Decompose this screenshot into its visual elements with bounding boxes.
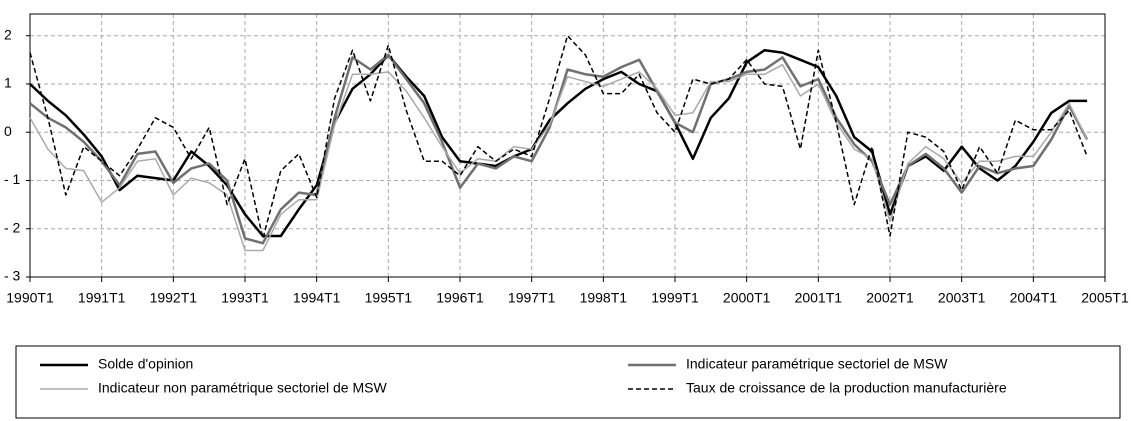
y-tick-label: 2: [4, 26, 12, 42]
x-tick-label: 1995T1: [365, 290, 413, 306]
x-tick-label: 1996T1: [436, 290, 484, 306]
series-line: [29, 53, 1089, 245]
x-tick-label: 1992T1: [150, 290, 198, 306]
series-line: [29, 48, 1088, 238]
x-tick-label: 2002T1: [866, 290, 914, 306]
legend-label: Indicateur non paramétrique sectoriel de…: [98, 380, 387, 396]
plot-frame: [29, 13, 1106, 278]
x-tick-label: 2004T1: [1010, 290, 1058, 306]
x-tick-label: 1990T1: [6, 290, 54, 306]
x-tick-label: 2001T1: [795, 290, 843, 306]
legend-label: Taux de croissance de la production manu…: [686, 380, 1007, 396]
legend-box: [15, 345, 1121, 419]
series-line: [29, 34, 1088, 240]
y-tick-label: - 2: [4, 219, 21, 235]
y-tick-label: - 1: [4, 171, 21, 187]
x-tick-label: 2005T1: [1081, 290, 1129, 306]
y-tick-label: 1: [4, 75, 12, 91]
y-tick-label: 0: [4, 123, 12, 139]
x-tick-label: 2000T1: [723, 290, 771, 306]
x-tick-label: 1991T1: [78, 290, 126, 306]
y-tick-label: - 3: [4, 268, 21, 284]
x-tick-label: 2003T1: [938, 290, 986, 306]
legend-label: Indicateur paramétrique sectoriel de MSW: [686, 356, 948, 372]
x-tick-label: 1994T1: [293, 290, 341, 306]
x-tick-label: 1998T1: [580, 290, 628, 306]
series-line: [29, 63, 1088, 252]
x-tick-label: 1993T1: [221, 290, 269, 306]
legend-label: Solde d'opinion: [98, 356, 193, 372]
x-tick-label: 1997T1: [508, 290, 556, 306]
x-tick-label: 1999T1: [651, 290, 699, 306]
